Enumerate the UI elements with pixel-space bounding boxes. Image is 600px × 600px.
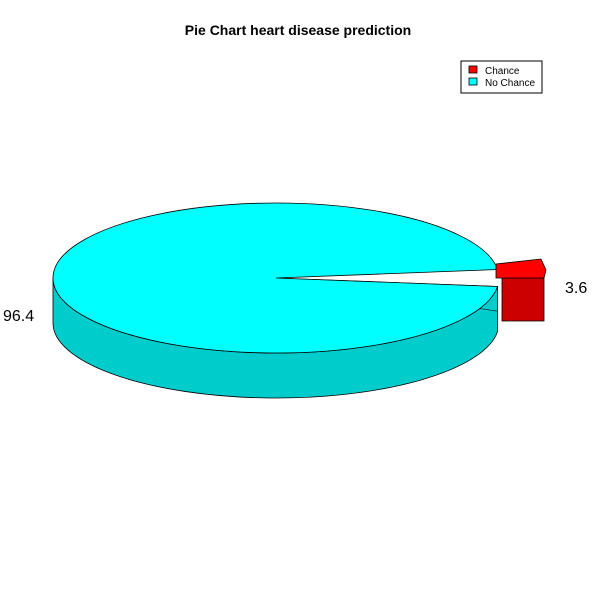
pie-3d xyxy=(52,202,547,399)
slice-no-chance-top xyxy=(52,202,499,354)
slice-label-chance: 3.6 xyxy=(565,280,587,297)
slice-chance-top xyxy=(495,258,547,279)
legend: Chance No Chance xyxy=(460,60,543,94)
chart-title: Pie Chart heart disease prediction xyxy=(185,22,411,38)
slice-labels: 3.6 96.4 xyxy=(3,280,587,325)
legend-label-chance: Chance xyxy=(485,66,520,77)
legend-box xyxy=(460,60,543,94)
legend-swatch-chance xyxy=(468,65,478,74)
slice-label-no-chance: 96.4 xyxy=(3,308,34,325)
slice-chance-side xyxy=(501,277,545,322)
legend-swatch-no-chance xyxy=(468,77,478,86)
legend-label-no-chance: No Chance xyxy=(485,78,535,89)
